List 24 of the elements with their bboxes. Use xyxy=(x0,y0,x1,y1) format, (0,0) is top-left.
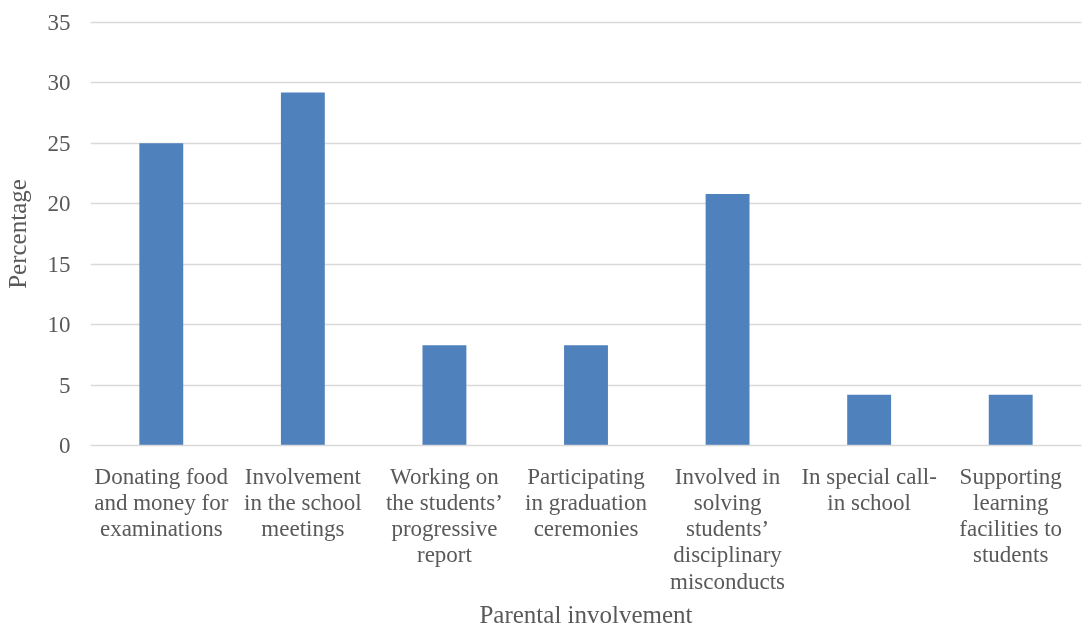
x-tick-label: Involved in solving students’ disciplinary misconducts xyxy=(670,463,786,594)
x-tick-label: In special call-in school xyxy=(801,463,937,515)
x-axis-title: Parental involvement xyxy=(479,600,693,628)
bar xyxy=(280,92,325,446)
y-tick-label: 35 xyxy=(47,10,71,35)
bar xyxy=(422,345,467,446)
bar xyxy=(705,194,750,446)
y-tick-label: 0 xyxy=(59,433,71,458)
bar xyxy=(564,345,608,446)
x-tick-label: Working on the students’ progressive report xyxy=(385,463,503,568)
x-tick-label: Supporting learning facilities to students xyxy=(959,463,1063,568)
y-axis-title: Percentage xyxy=(3,179,31,289)
bar xyxy=(988,394,1033,446)
x-tick-label: Involvement in the school meetings xyxy=(244,463,362,541)
bar xyxy=(139,143,184,446)
y-tick-label: 15 xyxy=(47,251,71,277)
y-tick-label: 10 xyxy=(47,312,71,338)
x-tick-label: Donating food and money for examinations xyxy=(94,463,229,541)
y-tick-label: 5 xyxy=(59,372,71,398)
y-tick-label: 30 xyxy=(47,70,71,96)
x-tick-label: Participating in graduation ceremonies xyxy=(525,463,648,541)
bar xyxy=(847,394,892,446)
y-tick-label: 25 xyxy=(47,130,71,156)
y-tick-label: 20 xyxy=(47,191,71,217)
